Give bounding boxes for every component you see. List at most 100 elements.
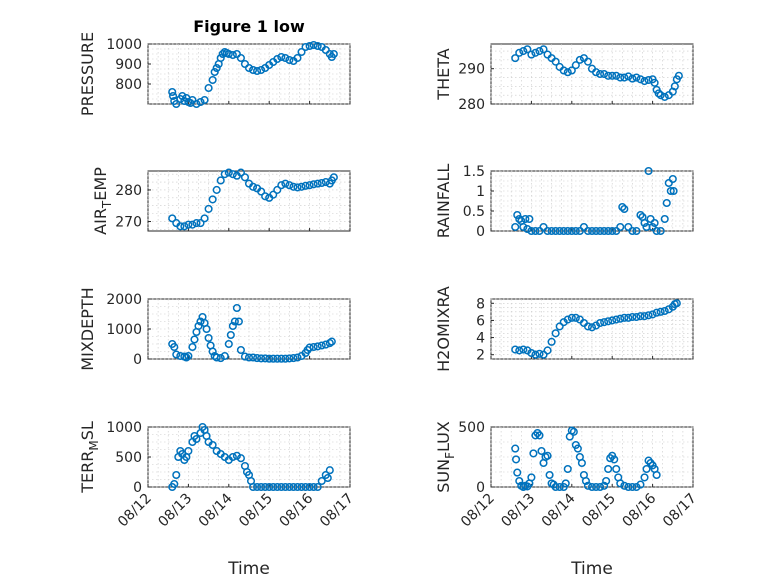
subplot-1: 800 900 1000 PRESSURE Figure 1 low bbox=[78, 17, 351, 116]
data-point bbox=[640, 77, 649, 86]
data-point bbox=[669, 186, 678, 196]
data-point bbox=[265, 482, 274, 492]
y-axis-label: MIXDEPTH bbox=[78, 287, 97, 370]
data-point bbox=[313, 41, 322, 51]
data-point bbox=[178, 91, 187, 101]
data-point bbox=[591, 482, 601, 492]
data-point bbox=[563, 315, 572, 324]
data-point bbox=[226, 330, 235, 340]
data-point bbox=[587, 323, 597, 332]
data-point bbox=[529, 449, 538, 458]
y-axis-label: RAINFALL bbox=[434, 164, 453, 239]
y-tick-label: 500 bbox=[115, 450, 142, 466]
data-point bbox=[535, 431, 544, 440]
y-tick-label: 500 bbox=[458, 420, 485, 436]
data-point bbox=[248, 65, 258, 75]
data-point bbox=[543, 346, 552, 355]
data-point bbox=[289, 182, 298, 191]
data-point bbox=[257, 65, 266, 75]
data-point bbox=[581, 476, 590, 486]
data-point bbox=[591, 226, 601, 236]
data-point bbox=[184, 351, 193, 361]
y-tick-label: 280 bbox=[115, 183, 142, 199]
data-point bbox=[293, 353, 302, 362]
data-point bbox=[666, 186, 675, 196]
data-point bbox=[636, 312, 645, 321]
data-point bbox=[583, 481, 593, 490]
x-tick-label: 08/12 bbox=[115, 491, 155, 531]
data-point bbox=[511, 54, 520, 63]
data-point bbox=[539, 350, 548, 359]
data-point bbox=[519, 47, 528, 56]
data-point bbox=[608, 316, 617, 325]
data-point bbox=[531, 48, 540, 57]
data-point bbox=[618, 202, 627, 212]
subplot-6: 24 68 H2OMIXRA bbox=[434, 286, 694, 372]
data-point bbox=[571, 61, 580, 70]
data-point bbox=[236, 168, 245, 177]
x-axis-label: Time bbox=[570, 559, 613, 579]
y-tick-label: 280 bbox=[458, 97, 485, 113]
data-point bbox=[513, 468, 522, 477]
y-tick-label: 270 bbox=[115, 215, 142, 231]
data-point bbox=[240, 352, 250, 361]
data-point bbox=[323, 473, 332, 483]
data-point bbox=[224, 168, 233, 177]
data-point bbox=[624, 222, 633, 232]
data-point bbox=[168, 214, 177, 223]
data-point bbox=[650, 78, 659, 87]
data-point bbox=[660, 306, 669, 316]
x-tick-label: 08/13 bbox=[498, 491, 538, 531]
x-tick-label: 08/16 bbox=[620, 490, 660, 530]
y-tick-label: 900 bbox=[115, 57, 142, 73]
data-point bbox=[273, 482, 282, 492]
y-tick-label: 1000 bbox=[106, 322, 142, 338]
data-point bbox=[216, 354, 225, 363]
data-point bbox=[563, 226, 572, 236]
data-point bbox=[285, 181, 294, 190]
x-tick-label: 08/17 bbox=[660, 491, 700, 531]
data-point bbox=[212, 63, 221, 73]
data-point bbox=[232, 303, 241, 313]
data-point bbox=[228, 50, 237, 60]
data-point bbox=[281, 179, 290, 188]
data-point bbox=[608, 71, 617, 80]
data-point bbox=[297, 47, 306, 57]
data-point bbox=[567, 66, 576, 75]
data-point bbox=[527, 348, 536, 358]
data-point bbox=[523, 45, 532, 54]
x-axis-label: Time bbox=[227, 559, 270, 579]
data-point bbox=[289, 354, 298, 363]
data-point bbox=[535, 47, 544, 56]
data-point bbox=[309, 40, 318, 50]
data-point bbox=[650, 218, 659, 228]
data-point bbox=[325, 466, 334, 475]
data-point bbox=[317, 178, 326, 188]
data-point bbox=[600, 69, 609, 79]
y-tick-label: 0.5 bbox=[463, 204, 485, 220]
data-point bbox=[212, 185, 221, 194]
data-point bbox=[273, 54, 282, 64]
data-point bbox=[208, 440, 217, 450]
data-point bbox=[297, 182, 306, 191]
data-point bbox=[188, 220, 197, 229]
y-tick-label: 0 bbox=[476, 224, 485, 240]
data-point bbox=[293, 482, 302, 492]
data-point bbox=[674, 71, 683, 80]
subplot-4: 0 0.5 1 1.5 RAINFALL bbox=[434, 164, 694, 240]
data-point bbox=[176, 222, 185, 231]
y-axis-label: TERRMSL bbox=[78, 421, 101, 494]
data-point bbox=[656, 226, 665, 236]
data-point bbox=[587, 482, 597, 492]
data-point bbox=[172, 350, 181, 359]
data-point bbox=[202, 324, 211, 334]
data-point bbox=[636, 75, 645, 84]
data-point bbox=[632, 312, 641, 322]
data-point bbox=[253, 354, 262, 363]
data-point bbox=[265, 354, 274, 363]
y-tick-label: 1000 bbox=[106, 37, 142, 53]
data-point bbox=[220, 170, 229, 179]
data-point bbox=[216, 176, 225, 185]
data-point bbox=[525, 214, 534, 224]
